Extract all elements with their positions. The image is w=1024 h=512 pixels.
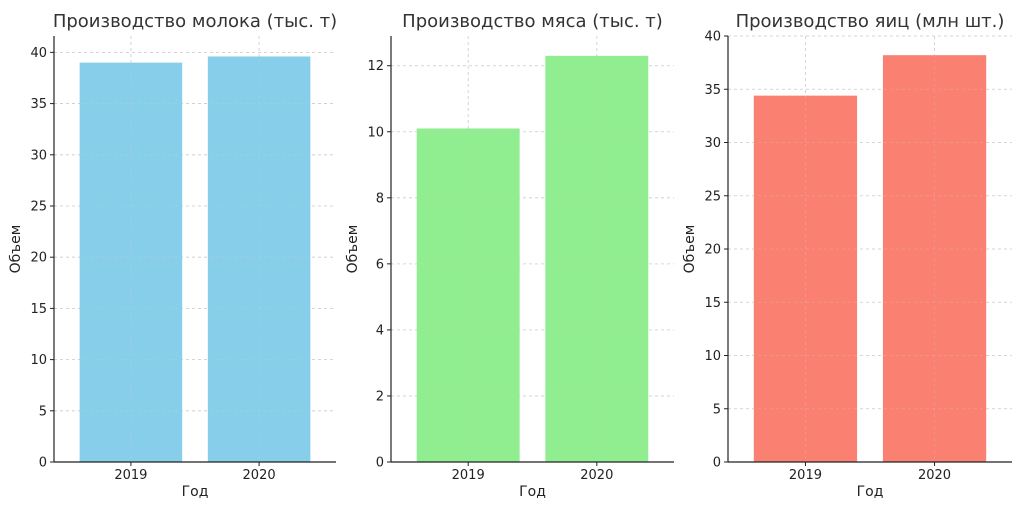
x-axis-label: Год (519, 484, 546, 500)
y-tick-label: 10 (367, 125, 384, 140)
x-axis-label: Год (182, 484, 209, 500)
y-axis-label: Объем (8, 225, 24, 274)
y-tick-label: 35 (704, 83, 721, 98)
x-tick-label: 2020 (243, 468, 276, 483)
y-tick-label: 2 (376, 389, 384, 404)
y-tick-label: 30 (704, 136, 721, 151)
x-tick-label: 2020 (580, 468, 613, 483)
y-tick-label: 12 (367, 59, 384, 74)
y-tick-label: 0 (713, 456, 721, 471)
x-axis-label: Год (857, 484, 884, 500)
y-tick-label: 10 (30, 353, 47, 368)
y-tick-label: 15 (704, 296, 721, 311)
bar-2020 (545, 55, 649, 462)
y-tick-label: 10 (704, 349, 721, 364)
y-axis-label: Объем (345, 225, 361, 274)
bar-2019 (79, 62, 183, 462)
y-tick-label: 30 (30, 148, 47, 163)
y-tick-label: 40 (704, 30, 721, 45)
x-tick-label: 2019 (789, 468, 822, 483)
bar-2020 (882, 55, 987, 463)
chart-title: Производство яиц (млн шт.) (736, 11, 1005, 32)
y-tick-label: 6 (376, 257, 384, 272)
y-axis-label: Объем (682, 225, 698, 274)
y-tick-label: 5 (713, 402, 721, 417)
y-tick-label: 40 (30, 46, 47, 61)
y-tick-label: 8 (376, 191, 384, 206)
y-tick-label: 0 (39, 456, 47, 471)
y-tick-label: 25 (704, 189, 721, 204)
chart-title: Производство молока (тыс. т) (53, 11, 337, 32)
y-tick-label: 15 (30, 302, 47, 317)
bar-2019 (753, 95, 858, 462)
y-tick-label: 20 (30, 251, 47, 266)
y-tick-label: 35 (30, 97, 47, 112)
x-tick-label: 2019 (452, 468, 485, 483)
chart-panel-1: 0 5 10 15 20 25 30 35 40 2019 2020 Производство мол… (8, 11, 337, 500)
y-tick-label: 20 (704, 243, 721, 258)
y-tick-label: 25 (30, 199, 47, 214)
chart-panel-2: 0 2 4 6 8 10 12 2019 2020 Производство мяса (тыс.… (345, 11, 674, 500)
bar-2019 (416, 128, 520, 462)
y-tick-label: 5 (39, 404, 47, 419)
bar-2020 (207, 56, 311, 462)
chart-panel-3: 0 5 10 15 20 25 30 35 40 2019 2020 Производство яиц… (682, 11, 1012, 500)
x-tick-label: 2020 (918, 468, 951, 483)
x-tick-label: 2019 (114, 468, 147, 483)
chart-title: Производство мяса (тыс. т) (402, 11, 663, 32)
y-tick-label: 4 (376, 323, 384, 338)
y-tick-label: 0 (376, 456, 384, 471)
